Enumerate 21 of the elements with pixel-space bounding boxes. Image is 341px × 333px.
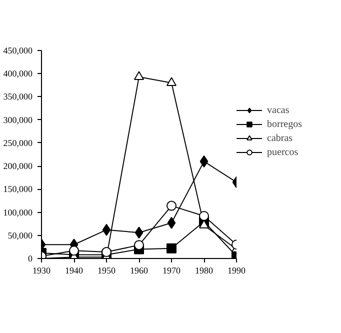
legend-label: vacas <box>267 104 290 116</box>
y-tick-label: 450,000 <box>3 46 33 56</box>
x-tick-label: 1940 <box>65 266 84 276</box>
x-tick-label: 1980 <box>195 266 214 276</box>
y-tick-label: 250,000 <box>3 138 33 148</box>
legend-label: cabras <box>267 132 293 144</box>
y-tick-label: 200,000 <box>3 161 33 172</box>
y-tick-label: 300,000 <box>3 114 33 125</box>
legend-label: puercos <box>267 146 298 158</box>
x-tick-label: 1930 <box>32 266 51 276</box>
x-tick-label: 1970 <box>162 266 181 276</box>
x-tick-label: 1960 <box>130 266 148 276</box>
y-tick-label: 400,000 <box>3 68 33 79</box>
y-tick-label: 150,000 <box>3 184 33 194</box>
x-tick-label: 1990 <box>228 266 246 276</box>
y-tick-label: 100,000 <box>3 207 33 218</box>
x-tick-label: 1950 <box>98 266 116 276</box>
y-tick-label: 50,000 <box>8 230 33 240</box>
y-tick-label: 0 <box>28 254 33 264</box>
y-tick-label: 350,000 <box>3 92 33 102</box>
legend-label: borregos <box>267 118 302 130</box>
